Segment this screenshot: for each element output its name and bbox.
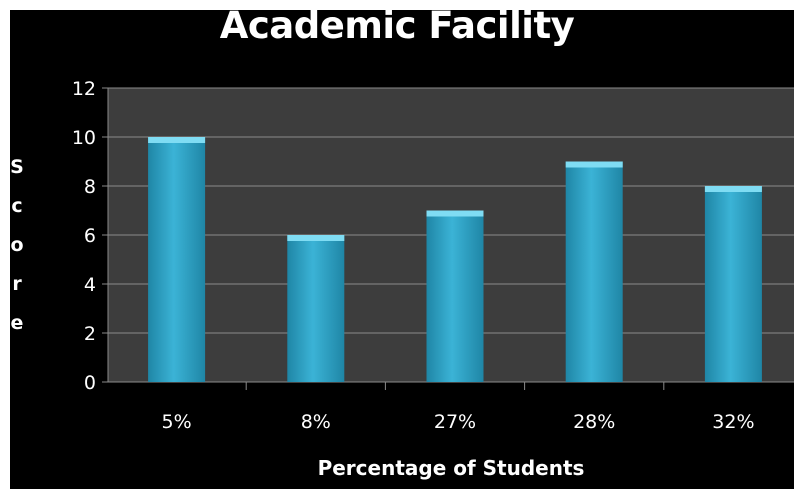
bar: [565, 161, 623, 382]
bar: [426, 210, 484, 382]
y-axis-label: Score: [10, 156, 24, 334]
y-tick-label: 0: [84, 372, 96, 394]
x-tick-label: 27%: [434, 411, 476, 433]
bar: [287, 235, 345, 382]
y-tick-label: 8: [84, 176, 96, 198]
bar-top-highlight: [287, 235, 345, 241]
y-tick-label: 10: [72, 127, 96, 149]
x-tick-label: 32%: [712, 411, 754, 433]
y-tick-label: 4: [84, 274, 96, 296]
bar-top-highlight: [148, 137, 206, 143]
bar-top-highlight: [565, 161, 623, 168]
y-tick-label: 12: [72, 78, 96, 100]
chart-title: Academic Facility: [219, 4, 575, 47]
bar: [148, 137, 206, 382]
x-axis-label: Percentage of Students: [317, 456, 585, 480]
y-tick-label: 2: [84, 323, 96, 345]
bar: [704, 186, 762, 382]
x-tick-label: 5%: [162, 411, 192, 433]
x-tick-label: 28%: [573, 411, 615, 433]
bar-top-highlight: [704, 186, 762, 192]
bar-top-highlight: [426, 210, 484, 217]
y-tick-label: 6: [84, 225, 96, 247]
x-tick-label: 8%: [301, 411, 331, 433]
